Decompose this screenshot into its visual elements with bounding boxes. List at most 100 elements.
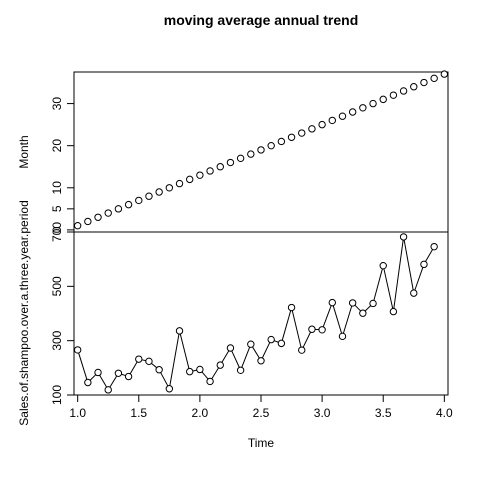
x-tick-label: 2.5 — [253, 406, 270, 420]
panel-1-data-point — [124, 200, 133, 209]
panel-2-data-point — [379, 261, 387, 270]
panel-1-data-point — [226, 158, 235, 167]
panel-1-data-point — [206, 167, 214, 175]
panel-1-data-point — [369, 99, 377, 108]
panel-2-y-tick-label: 100 — [50, 385, 64, 405]
panel-1-data-point — [420, 78, 428, 87]
series-segment — [322, 305, 332, 327]
series-segment — [141, 359, 146, 362]
panel-2-data-point — [206, 377, 214, 386]
panel-2-data-point — [318, 326, 326, 334]
panel-1-data-point — [328, 116, 336, 125]
panel-2-data-point — [298, 346, 306, 354]
panel-2-data-point — [73, 346, 82, 354]
panel-2-data-point — [267, 335, 275, 344]
series-segment — [211, 367, 219, 379]
panel-2-data-point — [257, 357, 265, 365]
panel-1-y-tick-label: 0 — [50, 226, 64, 233]
series-segment — [342, 305, 353, 334]
panel-2-data-point — [308, 325, 316, 333]
panel-1-data-point — [186, 175, 194, 184]
panel-2-data-point — [338, 332, 347, 341]
panel-1-data-point — [175, 179, 184, 188]
panel-2-data-point — [226, 344, 235, 352]
series-segment — [89, 374, 97, 381]
panel-1-data-point — [308, 125, 316, 133]
panel-2-data-point — [359, 309, 367, 317]
panel-2-data-point — [186, 367, 194, 376]
series-segment — [332, 305, 343, 334]
series-segment — [302, 331, 311, 348]
panel-2-data-point — [84, 378, 92, 387]
panel-2-data-point — [328, 298, 336, 307]
panel-1-data-point — [145, 192, 153, 200]
panel-2-data-point — [420, 260, 428, 269]
panel-1-data-point — [287, 133, 296, 141]
series-segment — [169, 333, 180, 386]
panel-1-data-point — [104, 209, 112, 217]
panel-2-data-point — [216, 361, 224, 369]
series-segment — [231, 350, 240, 368]
series-segment — [252, 346, 260, 359]
series-segment — [221, 350, 230, 363]
y-axis-label-panel-1: Month — [17, 135, 31, 168]
panel-2-y-tick-label: 300 — [50, 330, 64, 350]
panel-1-data-point — [114, 205, 123, 213]
panel-1-data-point — [84, 217, 92, 226]
panel-2-data-point — [104, 386, 112, 394]
x-tick-label: 1.5 — [130, 406, 147, 420]
panel-2-data-point — [236, 366, 245, 374]
series-segment — [383, 268, 394, 309]
panel-1-data-point — [379, 95, 387, 104]
series-segment — [109, 375, 118, 388]
plot-layer: 0 5 10 20 30 100 300 500 700 1.0 1.5 2.0 2.5 3.0 3.5 4.… — [50, 70, 453, 420]
x-tick-label: 2.0 — [192, 406, 209, 420]
x-axis-label: Time — [248, 436, 275, 450]
panel-2-data-point — [399, 233, 408, 241]
panel-1-data-point — [277, 137, 286, 146]
panel-1-y-tick-label: 20 — [50, 139, 64, 153]
series-segment — [160, 372, 169, 387]
panel-2-data-point — [175, 327, 184, 335]
series-segment — [403, 239, 414, 291]
series-segment — [425, 249, 433, 262]
panel-2-y-tick-label: 700 — [50, 222, 64, 242]
panel-2-data-point — [114, 369, 123, 377]
panel-1-data-point — [359, 104, 367, 112]
series-segment — [151, 362, 158, 369]
panel-1-data-point — [440, 70, 449, 78]
series-segment — [393, 239, 404, 309]
series-segment — [201, 371, 209, 380]
series-segment — [373, 268, 383, 301]
panel-1-data-point — [257, 146, 265, 154]
panel-1-data-point — [94, 213, 102, 221]
panel-2-data-point — [369, 299, 377, 308]
panel-1-data-point — [196, 171, 204, 179]
panel-2-data-point — [389, 307, 398, 316]
series-segment — [99, 374, 108, 388]
series-segment — [364, 305, 372, 312]
panel-2-data-point — [196, 365, 204, 374]
series-segment — [354, 304, 361, 312]
series-segment — [274, 340, 279, 343]
series-segment — [414, 267, 424, 291]
x-tick-label: 3.0 — [314, 406, 331, 420]
panel-2-data-point — [348, 299, 357, 307]
series-segment — [78, 352, 88, 380]
panel-1-data-point — [298, 129, 306, 137]
panel-1-data-point — [236, 154, 245, 163]
series-segment — [129, 361, 138, 375]
panel-1-data-point — [267, 141, 275, 150]
panel-2-data-point — [430, 242, 438, 251]
panel-1-data-point — [247, 150, 255, 158]
panel-1-data-point — [410, 83, 418, 91]
y-axis-label-panel-2: Sales.of.shampoo.over.a.three.year.perio… — [17, 200, 31, 425]
panel-2-data-point — [287, 303, 296, 312]
panel-1-y-tick-label: 5 — [50, 205, 64, 212]
panel-2-data-point — [277, 339, 286, 348]
panel-1-data-point — [430, 74, 438, 83]
panel-1-data-point — [165, 184, 174, 192]
panel-2-data-point — [145, 357, 153, 366]
